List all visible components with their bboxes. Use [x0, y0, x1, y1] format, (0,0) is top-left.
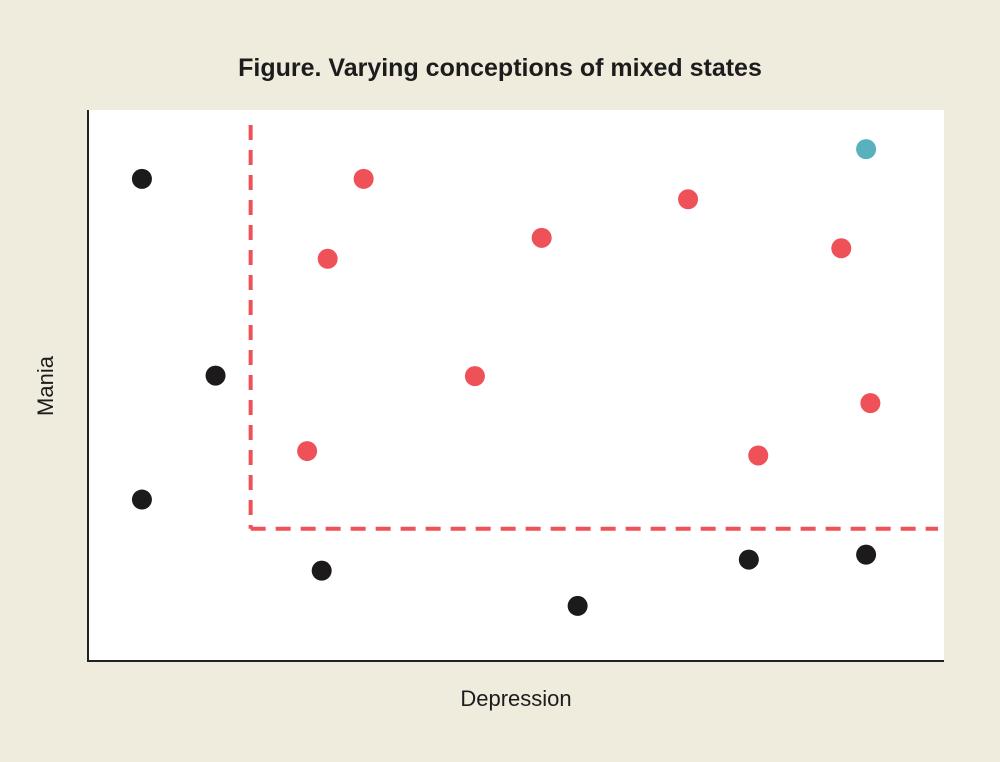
- data-point-black: [205, 365, 226, 386]
- data-point-black: [567, 595, 588, 616]
- data-point-red: [748, 445, 769, 466]
- data-point-red: [317, 248, 338, 269]
- data-point-red: [831, 238, 852, 259]
- x-axis-label: Depression: [460, 686, 572, 711]
- data-point-red: [860, 393, 881, 414]
- data-point-red: [464, 366, 485, 387]
- data-point-red: [531, 227, 552, 248]
- plot-area: [88, 110, 944, 661]
- data-point-black: [738, 549, 759, 570]
- data-points: [131, 139, 881, 616]
- threshold-lines: [248, 125, 938, 531]
- y-axis-label: Mania: [33, 356, 58, 416]
- chart-title: Figure. Varying conceptions of mixed sta…: [238, 54, 762, 82]
- data-point-black: [131, 489, 152, 510]
- data-point-black: [131, 168, 152, 189]
- data-point-red: [353, 168, 374, 189]
- data-point-teal: [856, 139, 877, 160]
- data-point-red: [678, 189, 699, 210]
- data-point-black: [856, 544, 877, 565]
- data-point-black: [311, 560, 332, 581]
- data-point-red: [297, 441, 318, 462]
